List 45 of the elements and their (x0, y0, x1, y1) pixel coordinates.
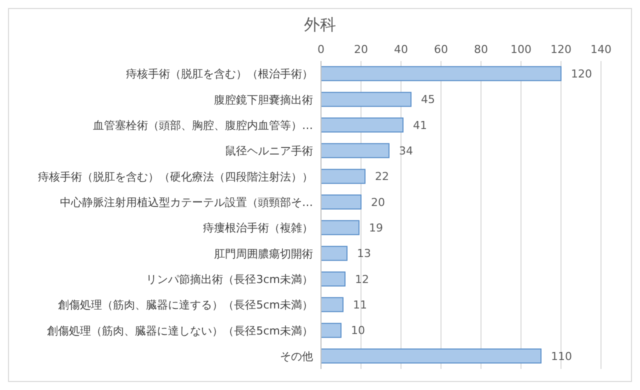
y-tick-label: 血管塞栓術（頭部、胸腔、腹腔内血管等）… (93, 119, 313, 132)
data-label: 13 (357, 247, 371, 260)
bar (321, 92, 412, 107)
bar (321, 143, 390, 158)
y-tick-label: 痔核手術（脱肛を含む）（根治手術） (126, 68, 313, 81)
data-label: 22 (375, 170, 389, 184)
data-label: 34 (399, 144, 413, 158)
y-tick-label: 腹腔鏡下胆嚢摘出術 (214, 93, 313, 106)
bar (321, 66, 562, 82)
x-tick-label: 100 (510, 43, 532, 56)
bar (321, 194, 362, 210)
x-tick-label: 120 (550, 43, 572, 56)
y-tick-label: リンパ節摘出術（長径3cm未満） (146, 273, 313, 286)
x-tick-label: 80 (474, 43, 488, 56)
y-tick-label: 痔瘻根治手術（複雑） (203, 222, 313, 235)
y-tick-label: 鼠径ヘルニア手術 (225, 144, 313, 158)
bar (321, 271, 346, 286)
y-tick-label: 痔核手術（脱肛を含む）（硬化療法（四段階注射法）） (38, 170, 313, 184)
x-tick-label: 40 (394, 43, 408, 56)
data-label: 19 (369, 222, 383, 235)
y-tick-label: 肛門周囲膿瘍切開術 (214, 247, 313, 260)
y-tick-label: 中心静脈注射用植込型カテーテル設置（頭頸部そ… (60, 196, 313, 210)
y-tick-label: その他 (280, 350, 313, 364)
data-label: 41 (413, 118, 427, 132)
data-label: 10 (351, 324, 365, 338)
bar (321, 168, 366, 184)
chart-title: 外科 (303, 15, 337, 36)
bar (321, 117, 404, 132)
bar (321, 246, 348, 261)
data-label: 120 (571, 68, 592, 81)
data-label: 20 (371, 196, 385, 209)
x-tick-label: 0 (318, 43, 324, 56)
data-label: 110 (551, 350, 572, 363)
x-tick-label: 140 (590, 43, 612, 56)
data-label: 12 (355, 272, 369, 286)
bar (321, 348, 542, 364)
y-tick-label: 創傷処理（筋肉、臓器に達する）（長径5cm未満） (58, 298, 313, 312)
y-tick-label: 創傷処理（筋肉、臓器に達しない）（長径5cm未満） (47, 324, 313, 338)
bar (321, 297, 344, 312)
bar (321, 322, 342, 338)
x-tick-label: 20 (354, 43, 368, 56)
data-label: 45 (421, 93, 435, 106)
bar (321, 220, 360, 236)
data-label: 11 (353, 298, 367, 312)
x-tick-label: 60 (434, 43, 448, 56)
